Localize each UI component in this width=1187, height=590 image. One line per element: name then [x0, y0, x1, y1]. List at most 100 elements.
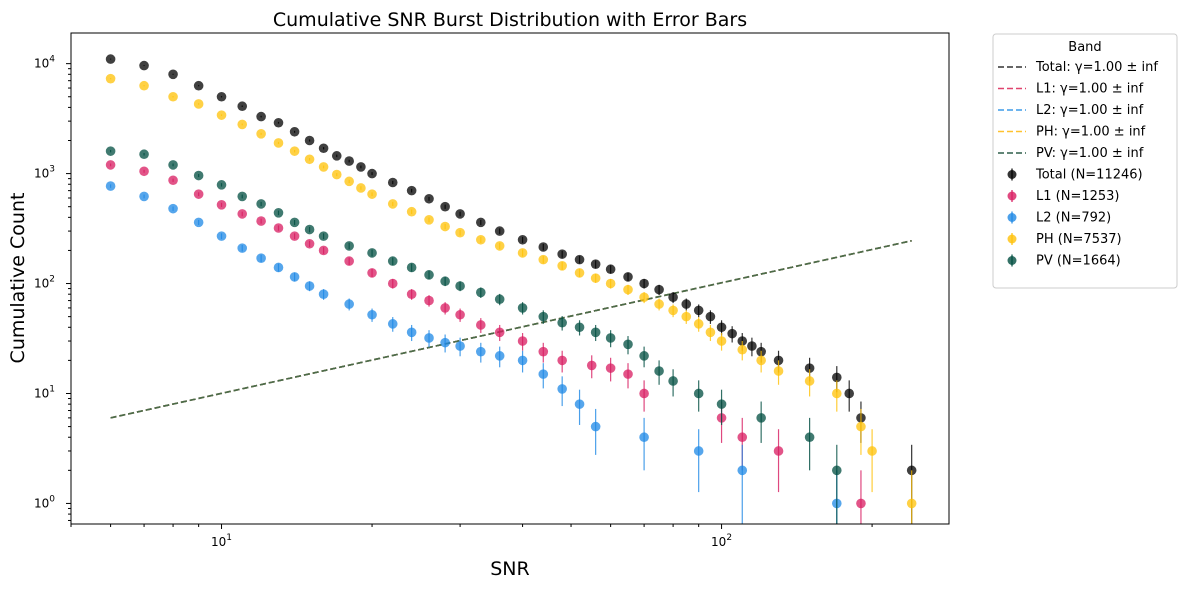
data-point — [139, 60, 149, 71]
legend-entry-label: PH: γ=1.00 ± inf — [1036, 125, 1146, 140]
data-point — [455, 209, 465, 219]
data-point — [716, 399, 727, 409]
series-group — [105, 181, 842, 524]
data-point — [693, 305, 704, 316]
data-point — [256, 111, 266, 122]
data-point — [304, 238, 315, 249]
data-point — [716, 322, 727, 333]
data-point — [367, 189, 377, 199]
data-point — [605, 278, 616, 289]
x-tick-label: 101 — [211, 533, 232, 549]
data-point — [216, 110, 227, 120]
data-point — [406, 262, 417, 273]
data-point — [856, 421, 866, 432]
data-point — [424, 333, 434, 343]
data-point — [304, 154, 315, 165]
data-point — [831, 388, 842, 399]
data-point — [424, 295, 434, 306]
legend-title: Band — [1068, 40, 1101, 55]
data-point — [693, 319, 704, 329]
data-point — [773, 446, 784, 456]
data-point — [406, 206, 417, 217]
data-point — [756, 355, 766, 366]
data-point — [105, 146, 116, 156]
legend-entry-label: L1: γ=1.00 ± inf — [1036, 82, 1144, 97]
data-point — [289, 231, 300, 241]
data-point — [168, 69, 178, 80]
data-point — [216, 91, 227, 102]
series-group — [105, 54, 917, 524]
series-group — [105, 73, 917, 524]
data-point — [367, 268, 377, 278]
data-point — [517, 248, 528, 258]
legend-marker-swatch — [1007, 234, 1017, 244]
data-point — [139, 149, 149, 160]
data-point — [538, 242, 549, 252]
data-point — [455, 341, 465, 351]
data-point — [737, 465, 748, 476]
legend-marker-swatch — [1007, 256, 1017, 265]
data-point — [494, 294, 505, 305]
data-point — [105, 54, 116, 64]
plot-frame — [70, 32, 950, 525]
data-point — [304, 224, 315, 235]
legend-marker-swatch — [1007, 191, 1017, 201]
legend-box — [992, 33, 1178, 289]
data-point — [693, 446, 704, 456]
plot-area — [105, 54, 917, 524]
series-group — [105, 146, 842, 524]
fit-line — [110, 239, 912, 419]
data-point — [831, 372, 842, 383]
data-point — [476, 346, 486, 357]
data-point — [639, 292, 649, 303]
data-point — [517, 336, 528, 346]
y-tick-label: 102 — [34, 275, 55, 291]
data-point — [105, 181, 116, 191]
data-point — [331, 169, 342, 180]
data-point — [623, 284, 633, 295]
data-point — [623, 272, 633, 282]
data-point — [318, 245, 329, 256]
data-point — [476, 234, 486, 245]
data-point — [538, 346, 549, 357]
data-point — [273, 223, 284, 233]
data-point — [344, 241, 354, 251]
legend-entry-label: PV (N=1664) — [1036, 254, 1121, 269]
data-point — [538, 311, 549, 322]
data-point — [168, 175, 178, 186]
data-point — [804, 432, 815, 443]
data-point — [773, 366, 784, 376]
data-point — [387, 199, 398, 209]
data-point — [193, 217, 204, 228]
data-point — [906, 498, 917, 509]
data-point — [590, 273, 601, 283]
data-point — [574, 322, 585, 333]
data-point — [289, 272, 300, 282]
data-point — [654, 284, 664, 295]
data-point — [654, 299, 664, 309]
legend-entry-label: L2 (N=792) — [1036, 211, 1111, 226]
y-tick-label: 100 — [34, 494, 55, 510]
data-point — [557, 249, 567, 259]
y-tick-label: 104 — [34, 55, 55, 71]
data-point — [139, 166, 149, 177]
legend-entry-label: L2: γ=1.00 ± inf — [1036, 103, 1144, 118]
x-axis: 101 102 — [70, 524, 873, 549]
data-point — [105, 160, 116, 170]
data-point — [476, 287, 486, 298]
data-point — [304, 135, 315, 146]
data-point — [668, 305, 678, 316]
data-point — [440, 337, 450, 348]
data-point — [705, 327, 716, 338]
data-point — [590, 327, 601, 338]
data-point — [557, 317, 567, 328]
data-point — [367, 168, 377, 179]
data-point — [737, 344, 748, 355]
legend-entry-label: PH (N=7537) — [1036, 232, 1122, 247]
data-point — [344, 176, 354, 187]
data-point — [440, 201, 450, 212]
data-point — [237, 119, 248, 130]
data-point — [639, 432, 649, 443]
data-point — [494, 241, 505, 251]
data-point — [289, 126, 300, 137]
